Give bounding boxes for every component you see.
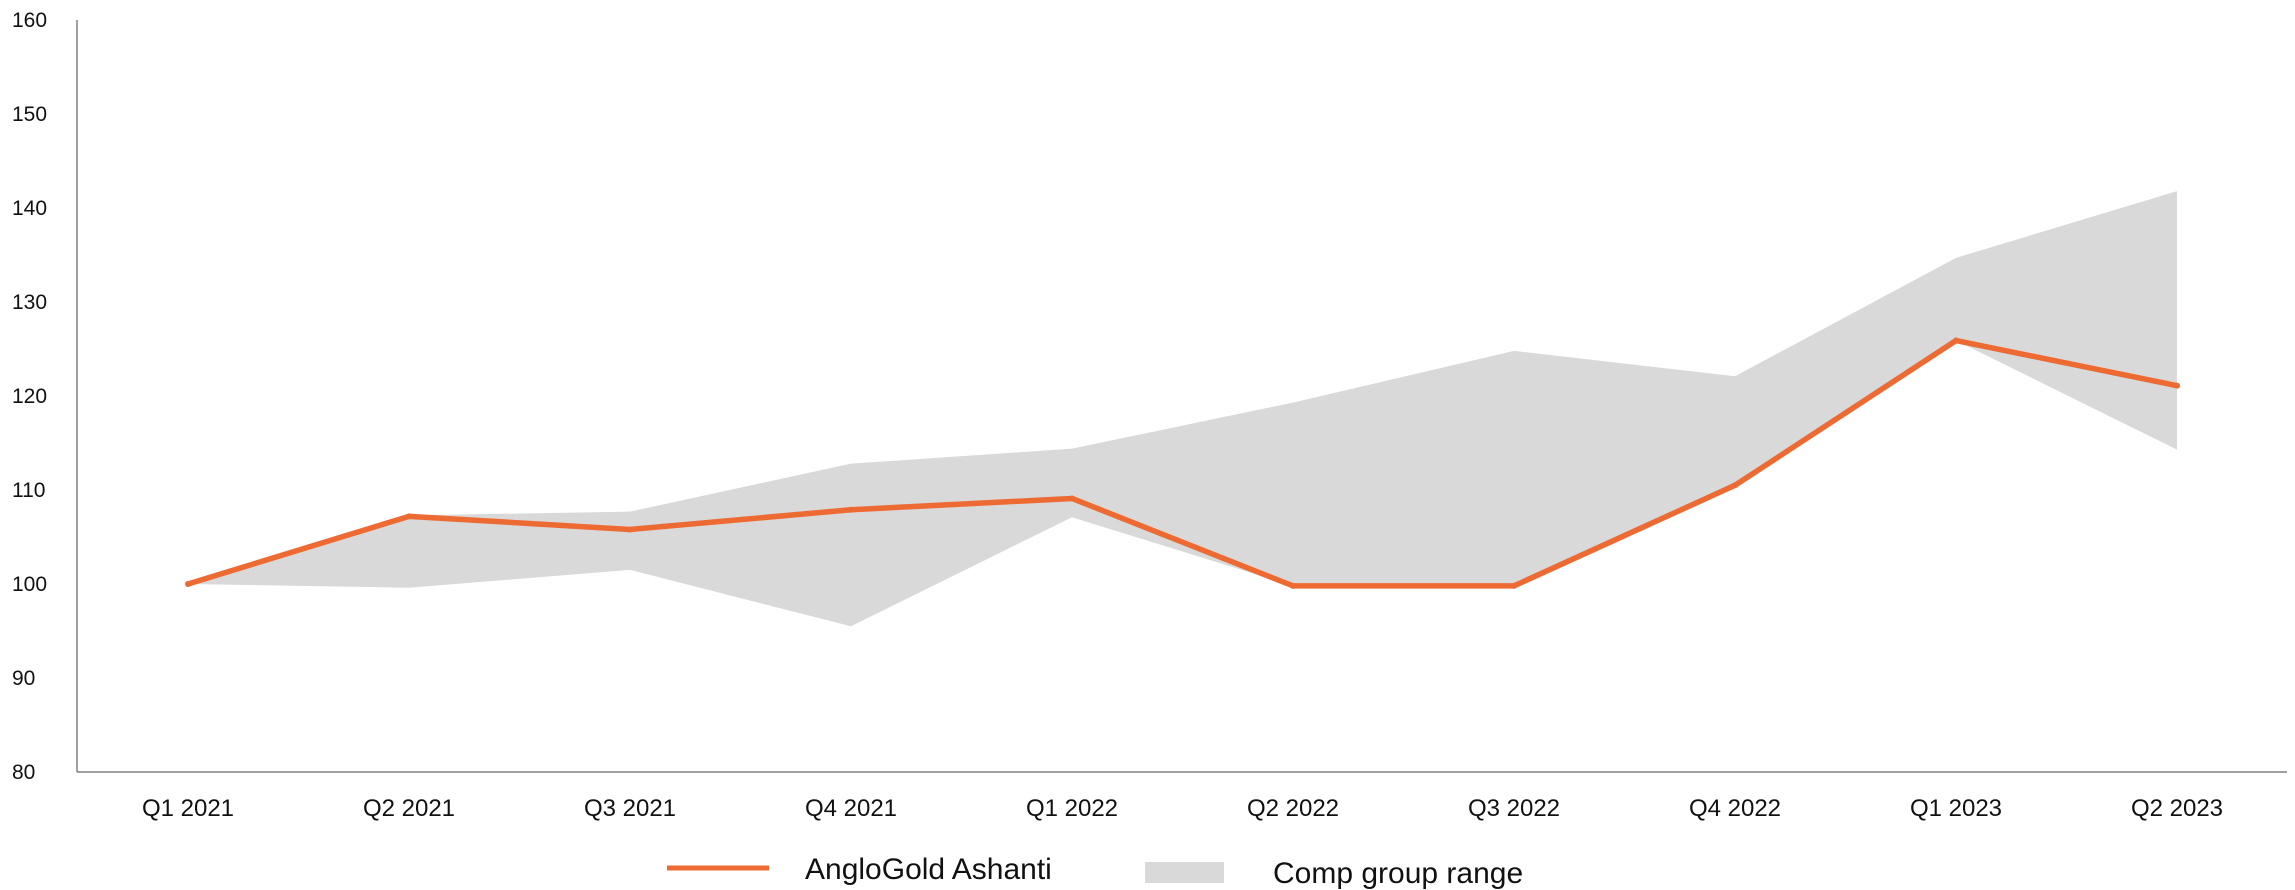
y-tick-label: 90: [12, 667, 35, 690]
data-point: [2174, 382, 2180, 389]
data-point: [1732, 482, 1738, 489]
data-point: [1511, 582, 1517, 589]
legend-label: Comp group range: [1273, 857, 1523, 890]
data-point: [1069, 495, 1075, 502]
comp-group-range-area: [188, 191, 2177, 627]
anglogold-ashanti-line: [185, 337, 2180, 589]
data-point: [848, 506, 854, 513]
data-point: [1953, 337, 1959, 344]
x-tick-label: Q2 2021: [363, 795, 455, 822]
x-tick-label: Q1 2021: [142, 795, 234, 822]
y-tick-label: 130: [12, 291, 47, 314]
x-tick-label: Q3 2021: [584, 795, 676, 822]
data-point: [1290, 582, 1296, 589]
x-tick-label: Q3 2022: [1468, 795, 1560, 822]
legend-range-swatch: [1145, 862, 1224, 883]
legend: AngloGold Ashanti Comp group range: [667, 853, 1523, 890]
y-tick-label: 140: [12, 197, 47, 220]
x-tick-label: Q2 2023: [2131, 795, 2223, 822]
y-tick-label: 160: [12, 9, 47, 32]
y-tick-label: 150: [12, 103, 47, 126]
x-tick-label: Q1 2022: [1026, 795, 1118, 822]
data-point: [185, 581, 191, 587]
data-points: [185, 337, 2180, 589]
y-tick-label: 100: [12, 573, 47, 596]
x-axis-ticks: Q1 2021 Q2 2021 Q3 2021 Q4 2021 Q1 2022 …: [142, 795, 2223, 822]
y-axis-ticks: 80 90 100 110 120 130 140 150 160: [12, 9, 47, 784]
x-tick-label: Q2 2022: [1247, 795, 1339, 822]
legend-label: AngloGold Ashanti: [805, 853, 1052, 886]
data-point: [627, 526, 633, 533]
y-tick-label: 80: [12, 761, 35, 784]
x-tick-label: Q4 2022: [1689, 795, 1781, 822]
y-tick-label: 110: [12, 479, 45, 502]
x-tick-label: Q1 2023: [1910, 795, 2002, 822]
data-point: [406, 513, 412, 520]
y-tick-label: 120: [12, 385, 47, 408]
x-tick-label: Q4 2021: [805, 795, 897, 822]
